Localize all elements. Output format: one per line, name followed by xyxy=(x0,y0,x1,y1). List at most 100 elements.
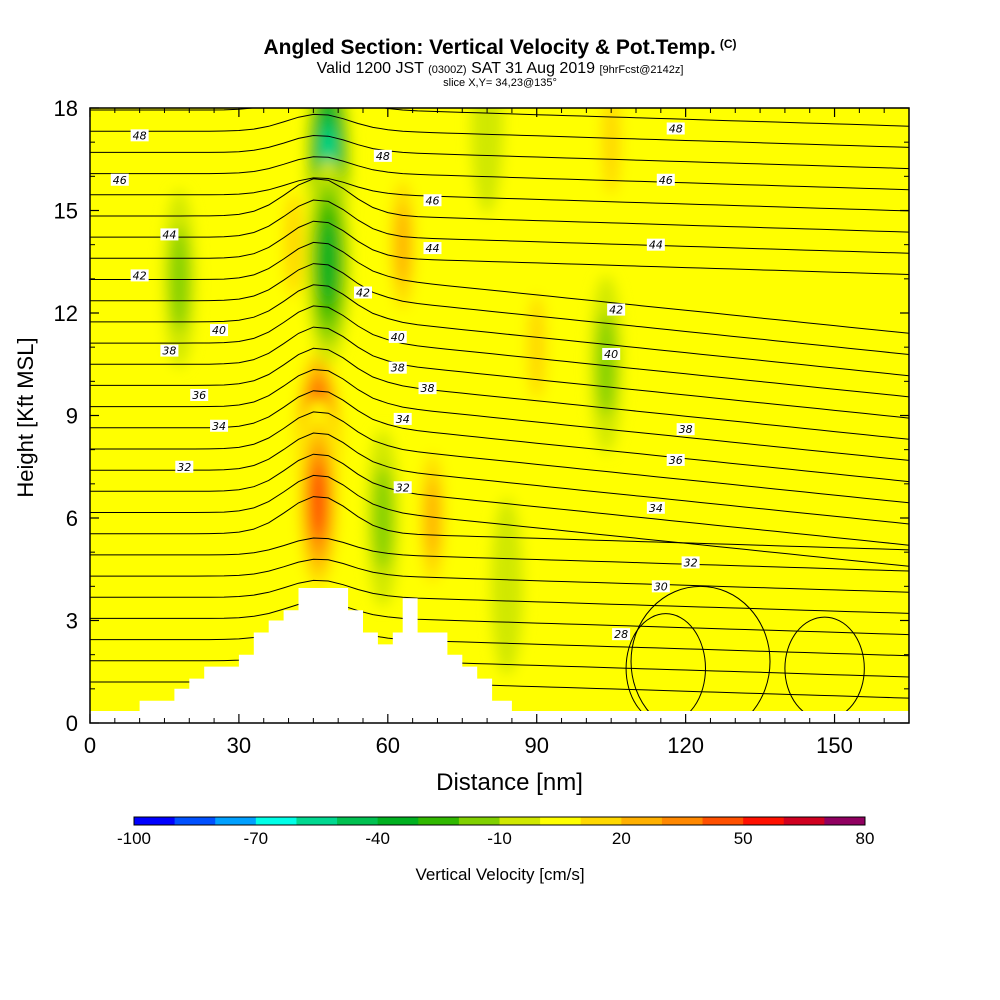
label-background xyxy=(190,389,209,401)
label-text: 44 xyxy=(425,242,439,255)
label-text: 38 xyxy=(162,345,176,358)
colorbar-label: Vertical Velocity [cm/s] xyxy=(415,865,584,884)
y-tick-label: 12 xyxy=(54,301,78,326)
label-text: 28 xyxy=(614,628,628,641)
label-text: 34 xyxy=(396,413,410,426)
plot-area: 48 48 48 46 46 46 44 44 44 42 42 42 40 40 40 38 38 38 38 36… xyxy=(90,108,909,723)
theta-contour-line xyxy=(90,432,909,525)
label-background xyxy=(130,129,149,142)
label-text: 32 xyxy=(396,481,410,494)
weak-motion-area xyxy=(772,244,798,655)
label-background xyxy=(110,173,129,186)
colorbar-tick-label: 50 xyxy=(734,829,753,848)
label-background xyxy=(160,344,179,357)
label-background xyxy=(646,238,665,251)
theta-contour-label: 34 xyxy=(646,501,665,515)
label-text: 46 xyxy=(425,194,439,207)
colorbar-swatch xyxy=(824,817,866,825)
colorbar-swatch xyxy=(540,817,582,825)
theta-contour-line xyxy=(90,411,909,504)
label-background xyxy=(607,303,626,316)
theta-contour-line xyxy=(90,199,909,254)
label-background xyxy=(373,149,392,162)
theta-contour-label: 36 xyxy=(190,389,209,402)
weak-motion-area xyxy=(869,518,900,723)
theta-contour-label: 40 xyxy=(388,330,407,344)
theta-contour-line xyxy=(90,263,909,355)
velocity-contour xyxy=(373,465,393,571)
label-text: 38 xyxy=(679,423,693,436)
x-tick-label: 150 xyxy=(816,733,853,758)
theta-contour-line xyxy=(90,108,909,127)
y-tick-label: 18 xyxy=(54,96,78,121)
updraft-region xyxy=(277,155,310,334)
updraft-region xyxy=(520,258,553,436)
label-background xyxy=(210,419,229,432)
velocity-contour xyxy=(596,311,616,417)
theta-contour-labels: 48 48 48 46 46 46 44 44 44 42 42 42 40 40 40 38 38 38 38 36… xyxy=(110,122,700,641)
label-text: 32 xyxy=(177,461,191,474)
velocity-contour xyxy=(601,108,621,195)
label-background xyxy=(175,460,194,473)
theta-contour-label: 38 xyxy=(388,361,407,375)
theta-contour-line xyxy=(90,474,909,567)
colorbar-swatch xyxy=(499,817,541,825)
valid-date: SAT 31 Aug 2019 xyxy=(471,60,596,77)
colorbar-swatch xyxy=(377,817,419,825)
theta-contour-label: 34 xyxy=(393,412,412,426)
label-text: 40 xyxy=(212,324,226,337)
colorbar-swatch xyxy=(296,817,338,825)
colorbar-swatch xyxy=(580,817,622,825)
theta-contour-label: 48 xyxy=(130,129,149,142)
label-text: 30 xyxy=(654,580,668,593)
colorbar-tick-label: 80 xyxy=(856,829,875,848)
y-tick-label: 3 xyxy=(66,609,78,634)
label-background xyxy=(423,242,442,255)
label-background xyxy=(388,361,407,374)
theta-contour-line xyxy=(90,622,909,657)
theta-contour-line xyxy=(90,284,909,377)
label-text: 44 xyxy=(162,228,176,241)
colorbar-swatch xyxy=(215,817,257,825)
theta-contour-label: 44 xyxy=(423,242,442,255)
label-background xyxy=(423,194,442,207)
label-text: 40 xyxy=(604,348,618,361)
label-background xyxy=(388,330,407,343)
y-tick-label: 15 xyxy=(54,199,78,224)
theta-contour-label: 48 xyxy=(666,122,685,136)
colorbar-swatch xyxy=(255,817,297,825)
theta-contour-label: 32 xyxy=(393,481,412,494)
theta-contour-line xyxy=(90,305,909,398)
colorbar-tick-label: -10 xyxy=(487,829,512,848)
updraft-region xyxy=(386,155,419,334)
theta-contour-label: 32 xyxy=(681,556,700,569)
label-background xyxy=(651,580,670,593)
label-text: 34 xyxy=(212,420,226,433)
theta-contour-line xyxy=(90,113,909,148)
label-background xyxy=(393,481,412,494)
theta-contour-line xyxy=(90,347,909,440)
x-tick-label: 0 xyxy=(84,733,96,758)
label-background xyxy=(130,269,149,282)
theta-contour-line xyxy=(90,453,909,546)
label-text: 48 xyxy=(376,150,390,163)
label-background xyxy=(393,412,412,425)
downdraft-region xyxy=(471,108,503,214)
theta-contour-label: 40 xyxy=(602,348,621,361)
theta-contour-label: 28 xyxy=(612,628,631,641)
colorbar-swatch xyxy=(783,817,825,825)
colorbar-swatch xyxy=(458,817,500,825)
theta-contour-label: 44 xyxy=(646,238,665,252)
label-text: 34 xyxy=(649,502,663,515)
colorbar-tick-label: -100 xyxy=(117,829,151,848)
terrain xyxy=(90,588,909,723)
label-background xyxy=(612,628,631,641)
theta-contour-label: 46 xyxy=(423,194,442,207)
label-text: 36 xyxy=(669,454,683,467)
label-background xyxy=(418,382,437,395)
theta-contour-label: 30 xyxy=(651,580,670,593)
velocity-contour xyxy=(395,204,410,285)
colorbar-swatch xyxy=(134,817,176,825)
label-background xyxy=(354,286,372,299)
